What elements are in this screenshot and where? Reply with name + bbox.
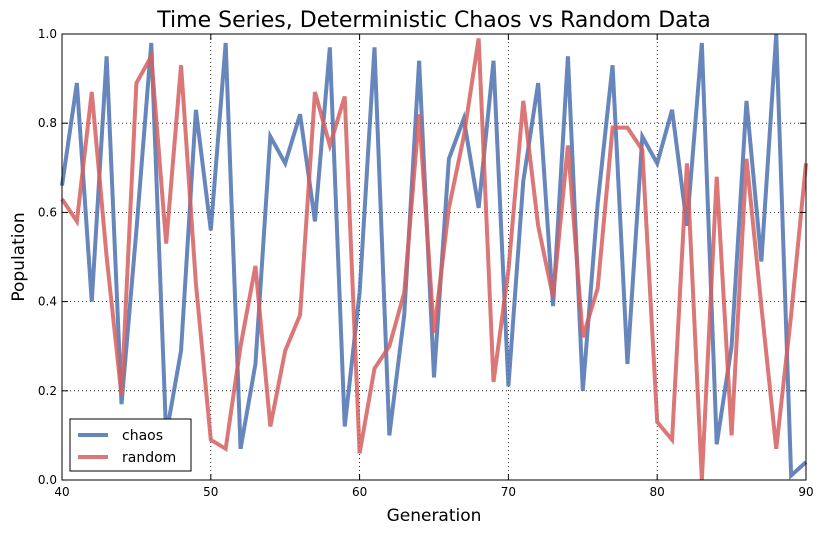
x-tick-label-3: 70: [501, 485, 516, 499]
x-tick-label-2: 60: [352, 485, 367, 499]
grid: [62, 34, 806, 480]
legend: chaos random: [69, 418, 192, 472]
x-tick-label-4: 80: [650, 485, 665, 499]
y-tick-label-2: 0.4: [38, 295, 57, 309]
legend-label-chaos: chaos: [122, 428, 163, 444]
legend-box: [69, 418, 192, 472]
y-axis-label: Population: [9, 212, 29, 301]
y-tick-label-4: 0.8: [38, 116, 57, 130]
series-layer: [60, 33, 808, 481]
y-tick-label-1: 0.2: [38, 384, 57, 398]
y-tick-label-3: 0.6: [38, 205, 57, 219]
plot-frame: [61, 33, 807, 481]
x-tick-label-0: 40: [54, 485, 69, 499]
legend-label-random: random: [122, 450, 176, 466]
x-tick-label-1: 50: [203, 485, 218, 499]
series-line-random: [60, 38, 808, 481]
tick-labels: 40 50 60 70 80 90 0.0 0.2 0.4 0.6 0.8 1.0: [38, 27, 814, 499]
series-line-chaos: [60, 33, 808, 480]
y-tick-label-5: 1.0: [38, 27, 57, 41]
chart-title: Time Series, Deterministic Chaos vs Rand…: [156, 8, 710, 33]
x-axis-label: Generation: [387, 506, 482, 526]
y-tick-label-0: 0.0: [38, 473, 57, 487]
x-tick-label-5: 90: [798, 485, 813, 499]
ticks: [61, 33, 807, 481]
